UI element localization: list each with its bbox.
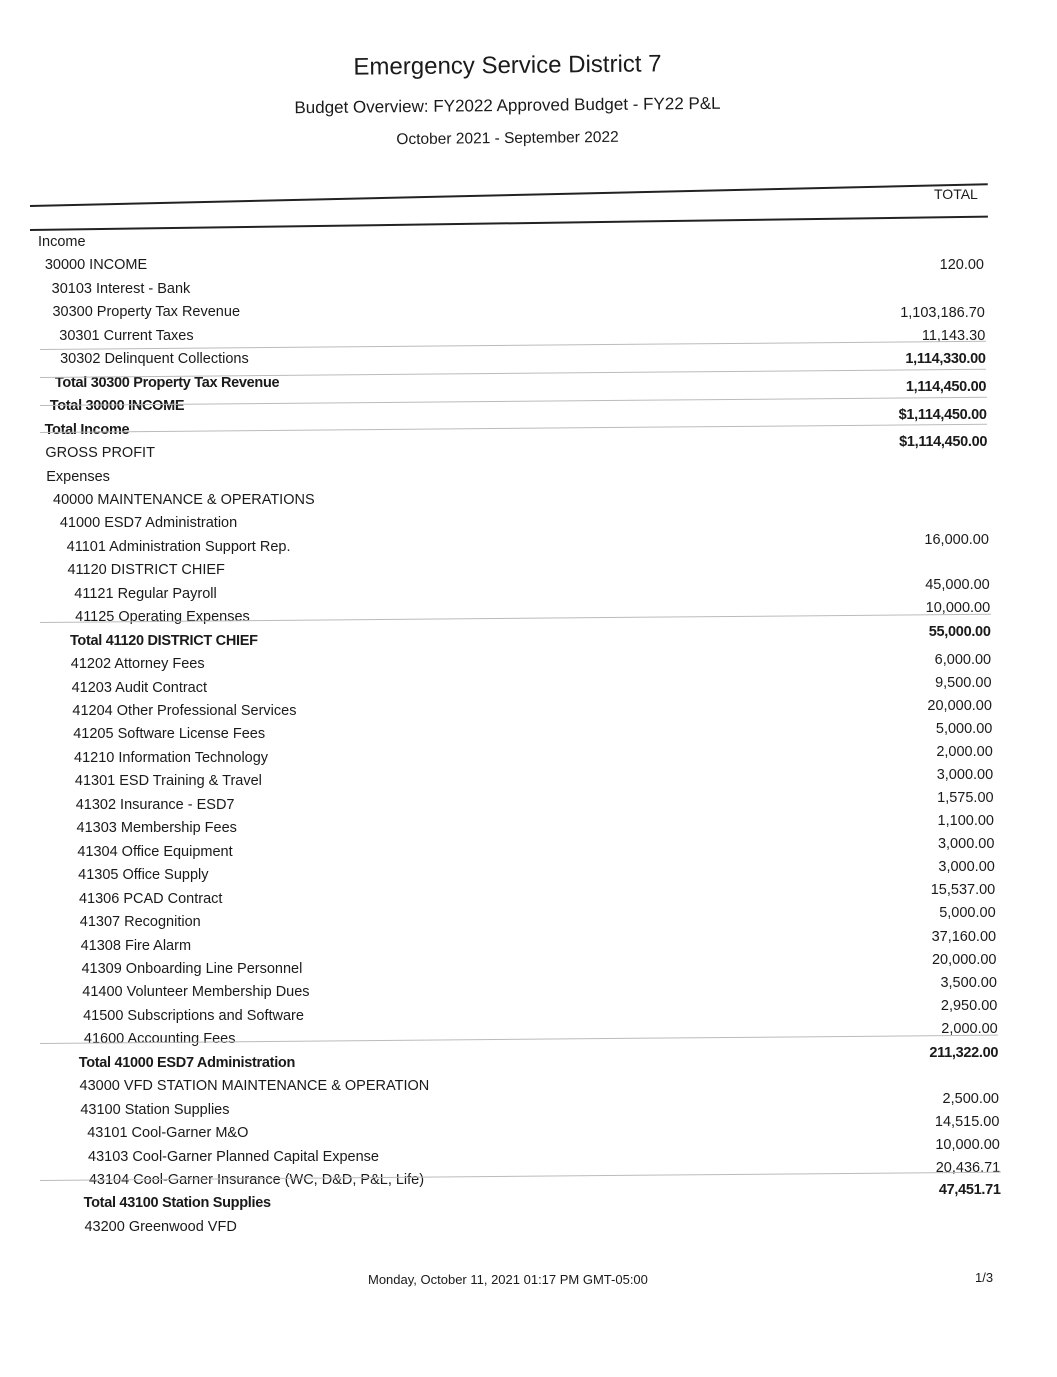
amount: 20,000.00 [931,952,997,968]
account-row-label: 41304 Office Equipment [77,843,233,860]
amount: 9,500.00 [935,675,992,691]
total-row-label: Total 41120 DISTRICT CHIEF [69,632,258,649]
account-row-label: 43101 Cool-Garner M&O [87,1125,249,1142]
amount: 10,000.00 [935,1137,1000,1153]
account-row-label: 41400 Volunteer Membership Dues [82,984,310,1001]
total-separator [39,368,987,378]
total-row-label: Total 43100 Station Supplies [83,1195,271,1212]
amount: 3,000.00 [937,836,995,852]
company-title: Emergency Service District 7 [353,50,662,81]
amount: 5,000.00 [935,721,993,737]
account-row-label: 41120 DISTRICT CHIEF [67,562,225,579]
account-row-label: 41121 Regular Payroll [74,585,217,602]
account-row-label: 41210 Information Technology [74,749,269,766]
account-row-label: 30300 Property Tax Revenue [52,304,241,321]
amount: 11,143.30 [921,328,986,344]
account-row-label: 41205 Software License Fees [73,726,266,743]
footer-timestamp: Monday, October 11, 2021 01:17 PM GMT-05… [368,1272,648,1287]
amount: 14,515.00 [934,1114,1000,1130]
amount: 2,950.00 [940,998,998,1014]
amount: 1,575.00 [937,790,994,806]
total-amount: 55,000.00 [928,624,991,640]
account-row-label: 40000 MAINTENANCE & OPERATIONS [53,491,315,508]
account-row-label: 43103 Cool-Garner Planned Capital Expens… [88,1148,379,1165]
account-row-label: GROSS PROFIT [45,445,155,462]
header-rule-bottom [29,215,988,231]
account-row-label: 41307 Recognition [79,914,201,931]
account-row-label: 41101 Administration Support Rep. [66,538,291,555]
account-row-label: 30000 INCOME [44,257,148,274]
total-row-label: Total 30000 INCOME [49,398,185,415]
amount: 1,100.00 [937,813,994,829]
account-row-label: 41202 Attorney Fees [70,656,205,673]
account-row-label: 41301 ESD Training & Travel [74,773,262,790]
account-row-label: 41000 ESD7 Administration [59,515,238,532]
amount: 16,000.00 [924,532,989,548]
amount: 20,000.00 [927,698,992,714]
account-row-label: 41303 Membership Fees [76,820,237,837]
account-row-label: Income [38,234,86,250]
total-amount: 1,114,330.00 [905,351,986,367]
account-row-label: 43100 Station Supplies [80,1101,230,1118]
total-row-label: Total Income [44,421,130,438]
account-row-label: 43200 Greenwood VFD [84,1218,237,1235]
account-row-label: 41309 Onboarding Line Personnel [81,960,303,977]
amount: 5,000.00 [939,905,996,921]
amount: 2,000.00 [941,1021,998,1037]
total-amount: $1,114,450.00 [898,407,987,423]
account-row-label: 30103 Interest - Bank [51,280,191,297]
account-row-label: 41125 Operating Expenses [75,609,250,626]
report-title: Budget Overview: FY2022 Approved Budget … [294,93,721,118]
account-row-label: 41308 Fire Alarm [80,937,192,954]
page-number: 1/3 [975,1270,994,1285]
account-row-label: 41306 PCAD Contract [78,890,223,907]
amount: 2,500.00 [942,1091,999,1107]
amount: 3,000.00 [938,859,995,875]
account-row-label: 41204 Other Professional Services [72,703,297,719]
account-row-label: 30302 Delinquent Collections [60,351,249,368]
header-rule-top [29,183,988,207]
total-amount: 211,322.00 [929,1045,999,1061]
total-amount: 1,114,450.00 [905,379,987,395]
amount: 45,000.00 [925,577,990,593]
account-row-label: 43104 Cool-Garner Insurance (WC, D&D, P&… [88,1172,425,1188]
report-period: October 2021 - September 2022 [396,128,619,149]
amount: 10,000.00 [925,600,991,616]
account-row-label: 41600 Accounting Fees [83,1031,236,1048]
amount: 120.00 [939,257,984,273]
account-row-label: 41500 Subscriptions and Software [83,1007,304,1024]
account-row-label: 41203 Audit Contract [71,679,208,696]
amount: 37,160.00 [931,929,997,945]
account-row-label: 41302 Insurance - ESD7 [75,796,235,813]
total-separator [39,423,988,433]
column-header-total: TOTAL [934,186,978,202]
amount: 1,103,186.70 [900,305,985,321]
account-row-label: 41305 Office Supply [78,867,209,884]
amount: 15,537.00 [930,882,996,898]
account-row-label: 43000 VFD STATION MAINTENANCE & OPERATIO… [79,1078,430,1095]
total-row-label: Total 30300 Property Tax Revenue [54,374,280,391]
total-amount: 47,451.71 [938,1182,1001,1198]
account-row-label: Expenses [46,468,110,485]
total-amount: $1,114,450.00 [899,434,988,450]
account-row-label: 30301 Current Taxes [59,327,194,344]
amount: 6,000.00 [934,652,992,668]
amount: 2,000.00 [936,744,993,760]
total-row-label: Total 41000 ESD7 Administration [78,1054,296,1071]
amount: 3,000.00 [936,767,994,783]
amount: 3,500.00 [940,975,997,991]
